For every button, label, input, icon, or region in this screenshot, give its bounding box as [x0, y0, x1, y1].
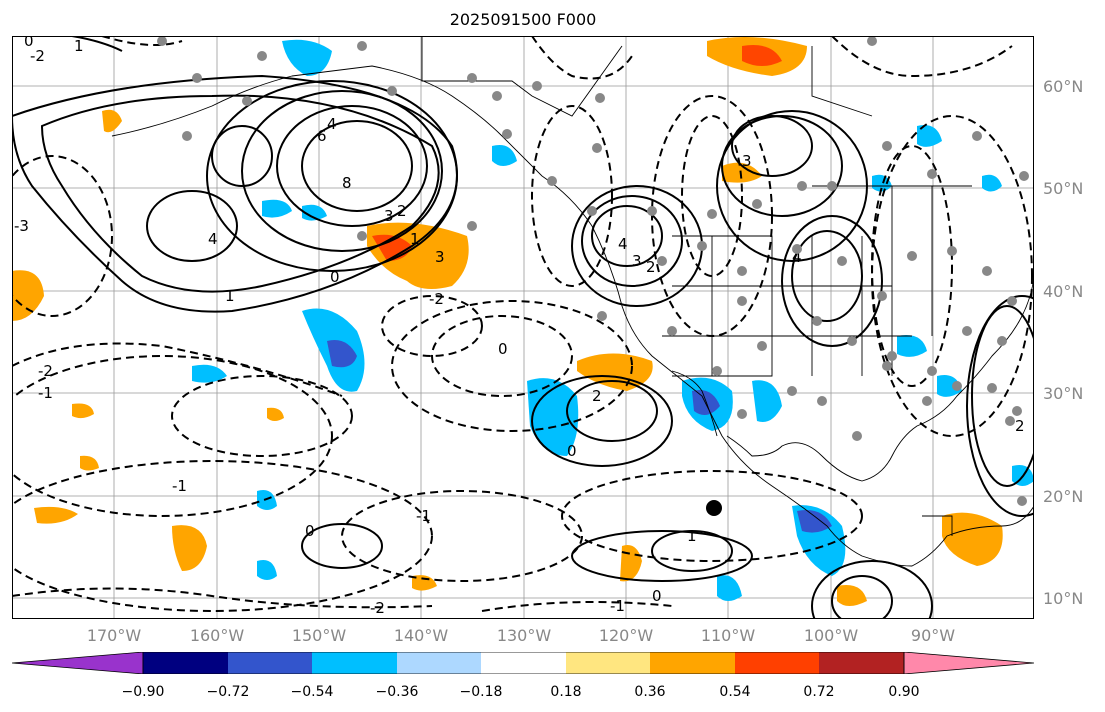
- lon-label: 150°W: [291, 626, 347, 645]
- contour-label-group: 6 8 4 4 3 2 1 3 1 0 -2 0 4 3 2 3 4 2 0 1…: [14, 36, 1025, 617]
- colorbar-tick: −0.90: [121, 684, 165, 700]
- contour-label: 0: [305, 522, 315, 540]
- colorbar-segment: [481, 652, 566, 674]
- storm-center-marker: [706, 500, 722, 516]
- colorbar-tick: 0.54: [719, 684, 751, 700]
- contour-label: 2: [646, 258, 656, 276]
- colorbar-tick: 0.90: [888, 684, 920, 700]
- colorbar-tick: −0.54: [290, 684, 334, 700]
- contour-label: 0: [24, 36, 34, 50]
- colorbar-tick: 0.18: [550, 684, 582, 700]
- contour-label: 1: [410, 230, 420, 248]
- colorbar-extend-right: [903, 652, 1034, 674]
- station-dots: [157, 36, 1029, 506]
- contour-label: 0: [498, 340, 508, 358]
- lat-label: 20°N: [1043, 487, 1084, 506]
- colorbar-segment: [312, 652, 397, 674]
- contour-label: 0: [652, 587, 662, 605]
- lat-label: 30°N: [1043, 384, 1084, 403]
- contour-label: 1: [225, 287, 235, 305]
- weather-map: 6 8 4 4 3 2 1 3 1 0 -2 0 4 3 2 3 4 2 0 1…: [12, 36, 1034, 619]
- lon-label: 160°W: [189, 626, 245, 645]
- colorbar-segment: [397, 652, 481, 674]
- contour-label: 4: [792, 248, 802, 266]
- contour-label: 1: [74, 37, 84, 55]
- lat-label: 10°N: [1043, 589, 1084, 608]
- contour-label: -2: [38, 362, 53, 380]
- contour-label: 4: [208, 230, 218, 248]
- colorbar-segment: [735, 652, 819, 674]
- colorbar-segment: [228, 652, 312, 674]
- dashed-contours: [12, 36, 1033, 612]
- contour-label: -1: [610, 597, 625, 615]
- solid-contours: [12, 36, 1034, 619]
- colorbar-segment: [143, 652, 228, 674]
- contour-label: 1: [687, 527, 697, 545]
- colorbar-segment: [566, 652, 650, 674]
- lon-label: 110°W: [700, 626, 756, 645]
- contour-label: 2: [592, 387, 602, 405]
- contour-label: 4: [618, 235, 628, 253]
- contour-label: 3: [435, 248, 445, 266]
- contour-label: 0: [567, 442, 577, 460]
- contour-label: -2: [429, 290, 444, 308]
- colorbar-tick: −0.18: [459, 684, 503, 700]
- contour-label: 2: [397, 202, 407, 220]
- contour-label: 3: [632, 252, 642, 270]
- contour-label: 3: [384, 207, 394, 225]
- lat-label: 60°N: [1043, 77, 1084, 96]
- gridlines: [12, 36, 1034, 619]
- lon-label: 90°W: [910, 626, 956, 645]
- colorbar: [12, 652, 1034, 674]
- lon-label: 100°W: [803, 626, 859, 645]
- contour-label: 0: [330, 268, 340, 286]
- contour-label: 6: [317, 127, 327, 145]
- lon-label: 170°W: [86, 626, 142, 645]
- contour-label: 8: [342, 174, 352, 192]
- lon-label: 130°W: [496, 626, 552, 645]
- colorbar-tick: 0.72: [803, 684, 835, 700]
- colorbar-segment: [819, 652, 904, 674]
- contour-label: 2: [1015, 417, 1025, 435]
- colorbar-extend-left: [12, 652, 144, 674]
- contour-label: 3: [742, 152, 752, 170]
- colorbar-tick: −0.36: [375, 684, 419, 700]
- lat-label: 40°N: [1043, 282, 1084, 301]
- contour-label: -2: [370, 599, 385, 617]
- contour-label: 4: [327, 115, 337, 133]
- contour-label: -2: [30, 47, 45, 65]
- colorbar-segment: [650, 652, 735, 674]
- lat-label: 50°N: [1043, 179, 1084, 198]
- contour-label: -1: [416, 507, 431, 525]
- contour-label: -1: [172, 477, 187, 495]
- lon-label: 120°W: [598, 626, 654, 645]
- colorbar-tick: −0.72: [206, 684, 250, 700]
- lon-label: 140°W: [393, 626, 449, 645]
- colorbar-tick: 0.36: [634, 684, 666, 700]
- coastlines: [111, 36, 1034, 567]
- map-title: 2025091500 F000: [449, 10, 597, 29]
- contour-label: -3: [14, 217, 29, 235]
- contour-label: -1: [38, 384, 53, 402]
